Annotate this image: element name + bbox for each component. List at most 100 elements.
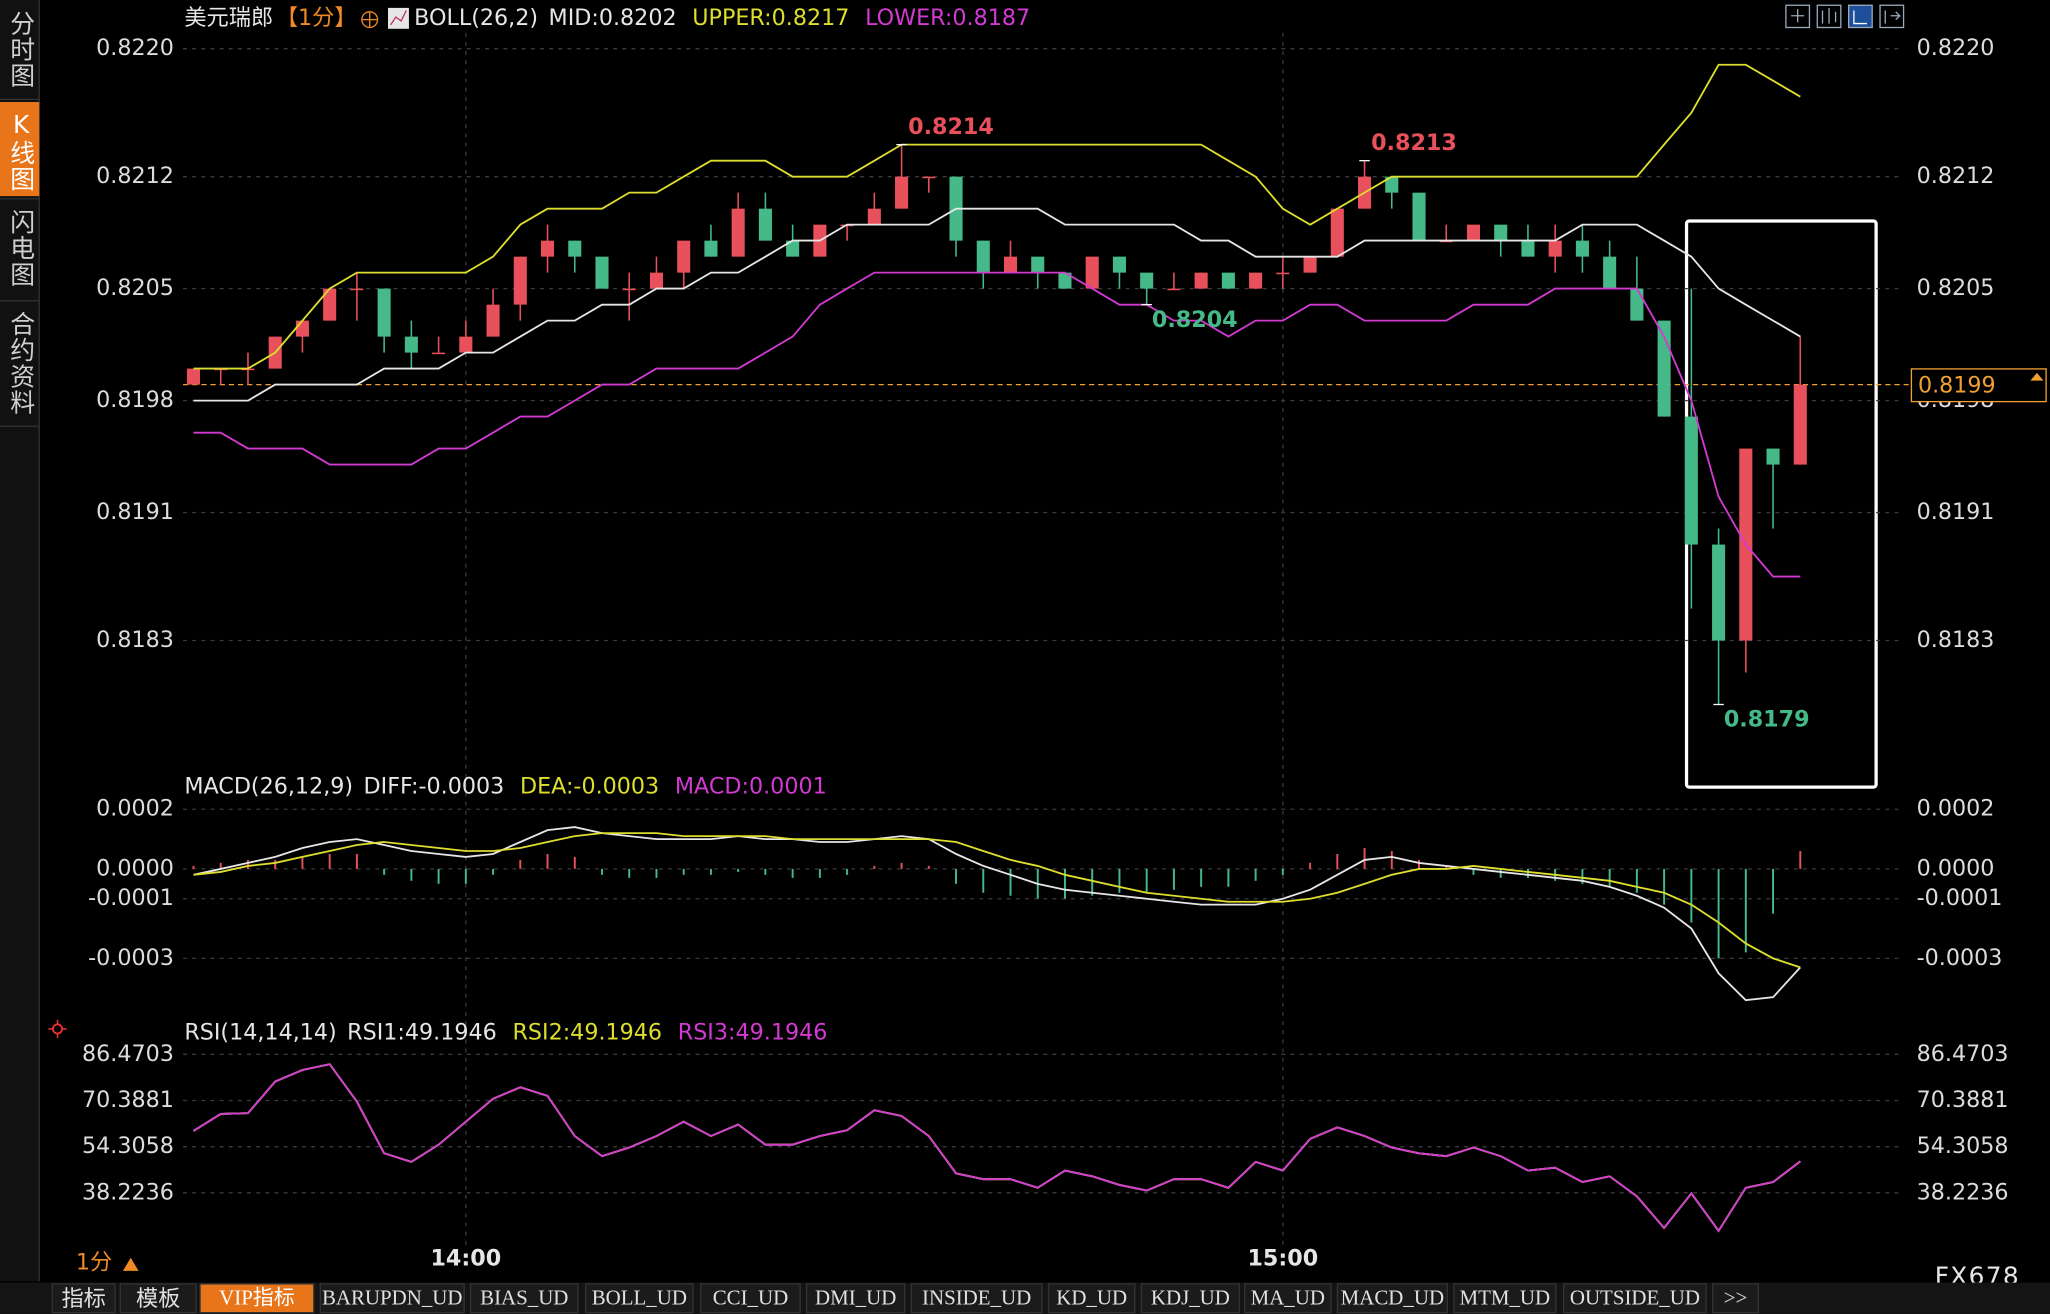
last-price-box (1910, 368, 2047, 403)
candle-body (677, 240, 691, 273)
toolbar-button[interactable] (1562, 1283, 1707, 1314)
indicator-name: RSI(14,14,14) (184, 1019, 336, 1045)
candle-body (1221, 272, 1235, 289)
period: 【1分】 (276, 5, 357, 31)
candle-body (758, 208, 772, 241)
icon[interactable] (1816, 4, 1842, 29)
candle-body (186, 368, 201, 385)
y-tick-label: 0.8183 (96, 627, 174, 653)
sidebar-tab-active[interactable]: K线图 (7, 110, 36, 193)
toolbar-items: 指标 模板 VIP指标 BARUPDN_UD BIAS_UD BOLL_UD CCI_UD D… (51, 1283, 1760, 1314)
y-tick-label-right: 0.8183 (1917, 627, 1995, 653)
legend-entry: RSI1:49.1946 (347, 1019, 497, 1045)
candle-body (1412, 192, 1426, 241)
y-tick-label: 86.4703 (82, 1041, 174, 1067)
sidebar-tab[interactable]: 分时图 (7, 10, 36, 89)
toolbar-label[interactable]: BIAS_UD (480, 1285, 568, 1309)
candle-body (1031, 256, 1045, 273)
toolbar-label[interactable]: OUTSIDE_UD (1570, 1285, 1700, 1309)
y-tick-label-right: 86.4703 (1917, 1041, 2009, 1067)
candle-body (1712, 544, 1726, 641)
candle-body (1766, 448, 1780, 465)
candle-body (1330, 208, 1344, 257)
high-label: 0.8213 (1371, 130, 1457, 156)
candle-body (786, 240, 800, 257)
candle-body (976, 240, 990, 273)
toolbar-label[interactable]: DMI_UD (815, 1285, 896, 1309)
indicator-name: MACD(26,12,9) (184, 774, 353, 800)
toolbar-label[interactable]: BARUPDN_UD (322, 1285, 463, 1309)
toolbar-label[interactable]: MA_UD (1251, 1285, 1325, 1309)
toolbar-button[interactable] (51, 1283, 116, 1314)
y-tick-label: 0.0002 (96, 796, 174, 822)
sidebar (0, 0, 40, 1282)
candle-body (1521, 240, 1535, 257)
y-tick-label-right: 38.2236 (1917, 1179, 2009, 1205)
candle-body (404, 336, 418, 353)
candle-body (1385, 176, 1399, 193)
add-icon-glyph (361, 11, 378, 28)
candle-body (595, 256, 609, 289)
icon-glyph (48, 1019, 67, 1039)
toolbar-label[interactable]: MACD_UD (1341, 1285, 1444, 1309)
indicator-line (193, 271, 1801, 578)
toolbar-button[interactable] (1712, 1283, 1760, 1314)
legend-entry: RSI2:49.1946 (512, 1019, 662, 1045)
toolbar-button[interactable] (470, 1283, 579, 1314)
icon-glyph (1791, 9, 1805, 23)
candle-body (1058, 272, 1072, 289)
candle-body (1303, 256, 1317, 273)
toolbar-button[interactable] (910, 1283, 1043, 1314)
candle-body (867, 208, 881, 225)
toolbar-button[interactable] (1336, 1283, 1448, 1314)
y-tick-label-right: 0.8205 (1917, 275, 1995, 301)
active-tab-bg (0, 102, 40, 197)
toolbar-label[interactable]: BOLL_UD (592, 1285, 687, 1309)
y-tick-label: 0.8205 (96, 275, 174, 301)
candle-body (731, 208, 745, 257)
chart-icon-glyph (390, 10, 407, 26)
y-tick-label-right: 0.8191 (1917, 499, 1995, 525)
period-arrow[interactable] (122, 1257, 139, 1271)
candle-body (1548, 240, 1562, 257)
candle-body (1494, 224, 1508, 241)
candle-body (513, 256, 527, 305)
toolbar-label[interactable]: VIP指标 (219, 1285, 295, 1309)
icon-glyph (1853, 10, 1867, 25)
toolbar-button[interactable] (1243, 1283, 1332, 1314)
sidebar-tab[interactable]: 闪电图 (7, 209, 36, 288)
sidebar-tab[interactable]: 合约资料 (7, 311, 36, 416)
toolbar-button[interactable] (1453, 1283, 1557, 1314)
toolbar-button[interactable] (806, 1283, 906, 1314)
toolbar-label[interactable]: 指标 (61, 1286, 105, 1312)
toolbar-label[interactable]: INSIDE_UD (922, 1285, 1031, 1309)
last-price-label: 0.8199 (1918, 372, 1996, 398)
toolbar-label[interactable]: KD_UD (1056, 1285, 1127, 1309)
icon[interactable] (1879, 4, 1905, 29)
last-price-arrow (2030, 372, 2044, 381)
candle-body (649, 272, 664, 289)
icon[interactable] (1785, 4, 1811, 29)
toolbar-button[interactable] (700, 1283, 801, 1314)
icon-glyph (1821, 7, 1837, 24)
toolbar-button[interactable] (585, 1283, 694, 1314)
toolbar-button[interactable] (199, 1283, 315, 1314)
toolbar-label[interactable]: CCI_UD (713, 1285, 789, 1309)
y-tick-label-right: 0.0000 (1917, 855, 1995, 881)
legend-entry: DIFF:-0.0003 (364, 774, 505, 800)
legend-entry: MID:0.8202 (549, 5, 677, 31)
candle-body (1167, 288, 1181, 291)
toolbar-button[interactable] (1047, 1283, 1136, 1314)
toolbar-label[interactable]: MTM_UD (1460, 1285, 1551, 1309)
period-label[interactable]: 1分 (76, 1249, 112, 1275)
toolbar-label[interactable]: 模板 (136, 1286, 180, 1312)
toolbar-button[interactable] (319, 1283, 465, 1314)
toolbar-button[interactable] (119, 1283, 197, 1314)
candle-body (704, 240, 718, 257)
toolbar-button[interactable] (1140, 1283, 1241, 1314)
legend-entry: LOWER:0.8187 (865, 5, 1030, 31)
toolbar-label[interactable]: KDJ_UD (1151, 1285, 1230, 1309)
settings-icon[interactable] (48, 1019, 67, 1039)
toolbar-label[interactable]: >> (1724, 1285, 1748, 1309)
view-icons[interactable] (1785, 4, 1905, 29)
